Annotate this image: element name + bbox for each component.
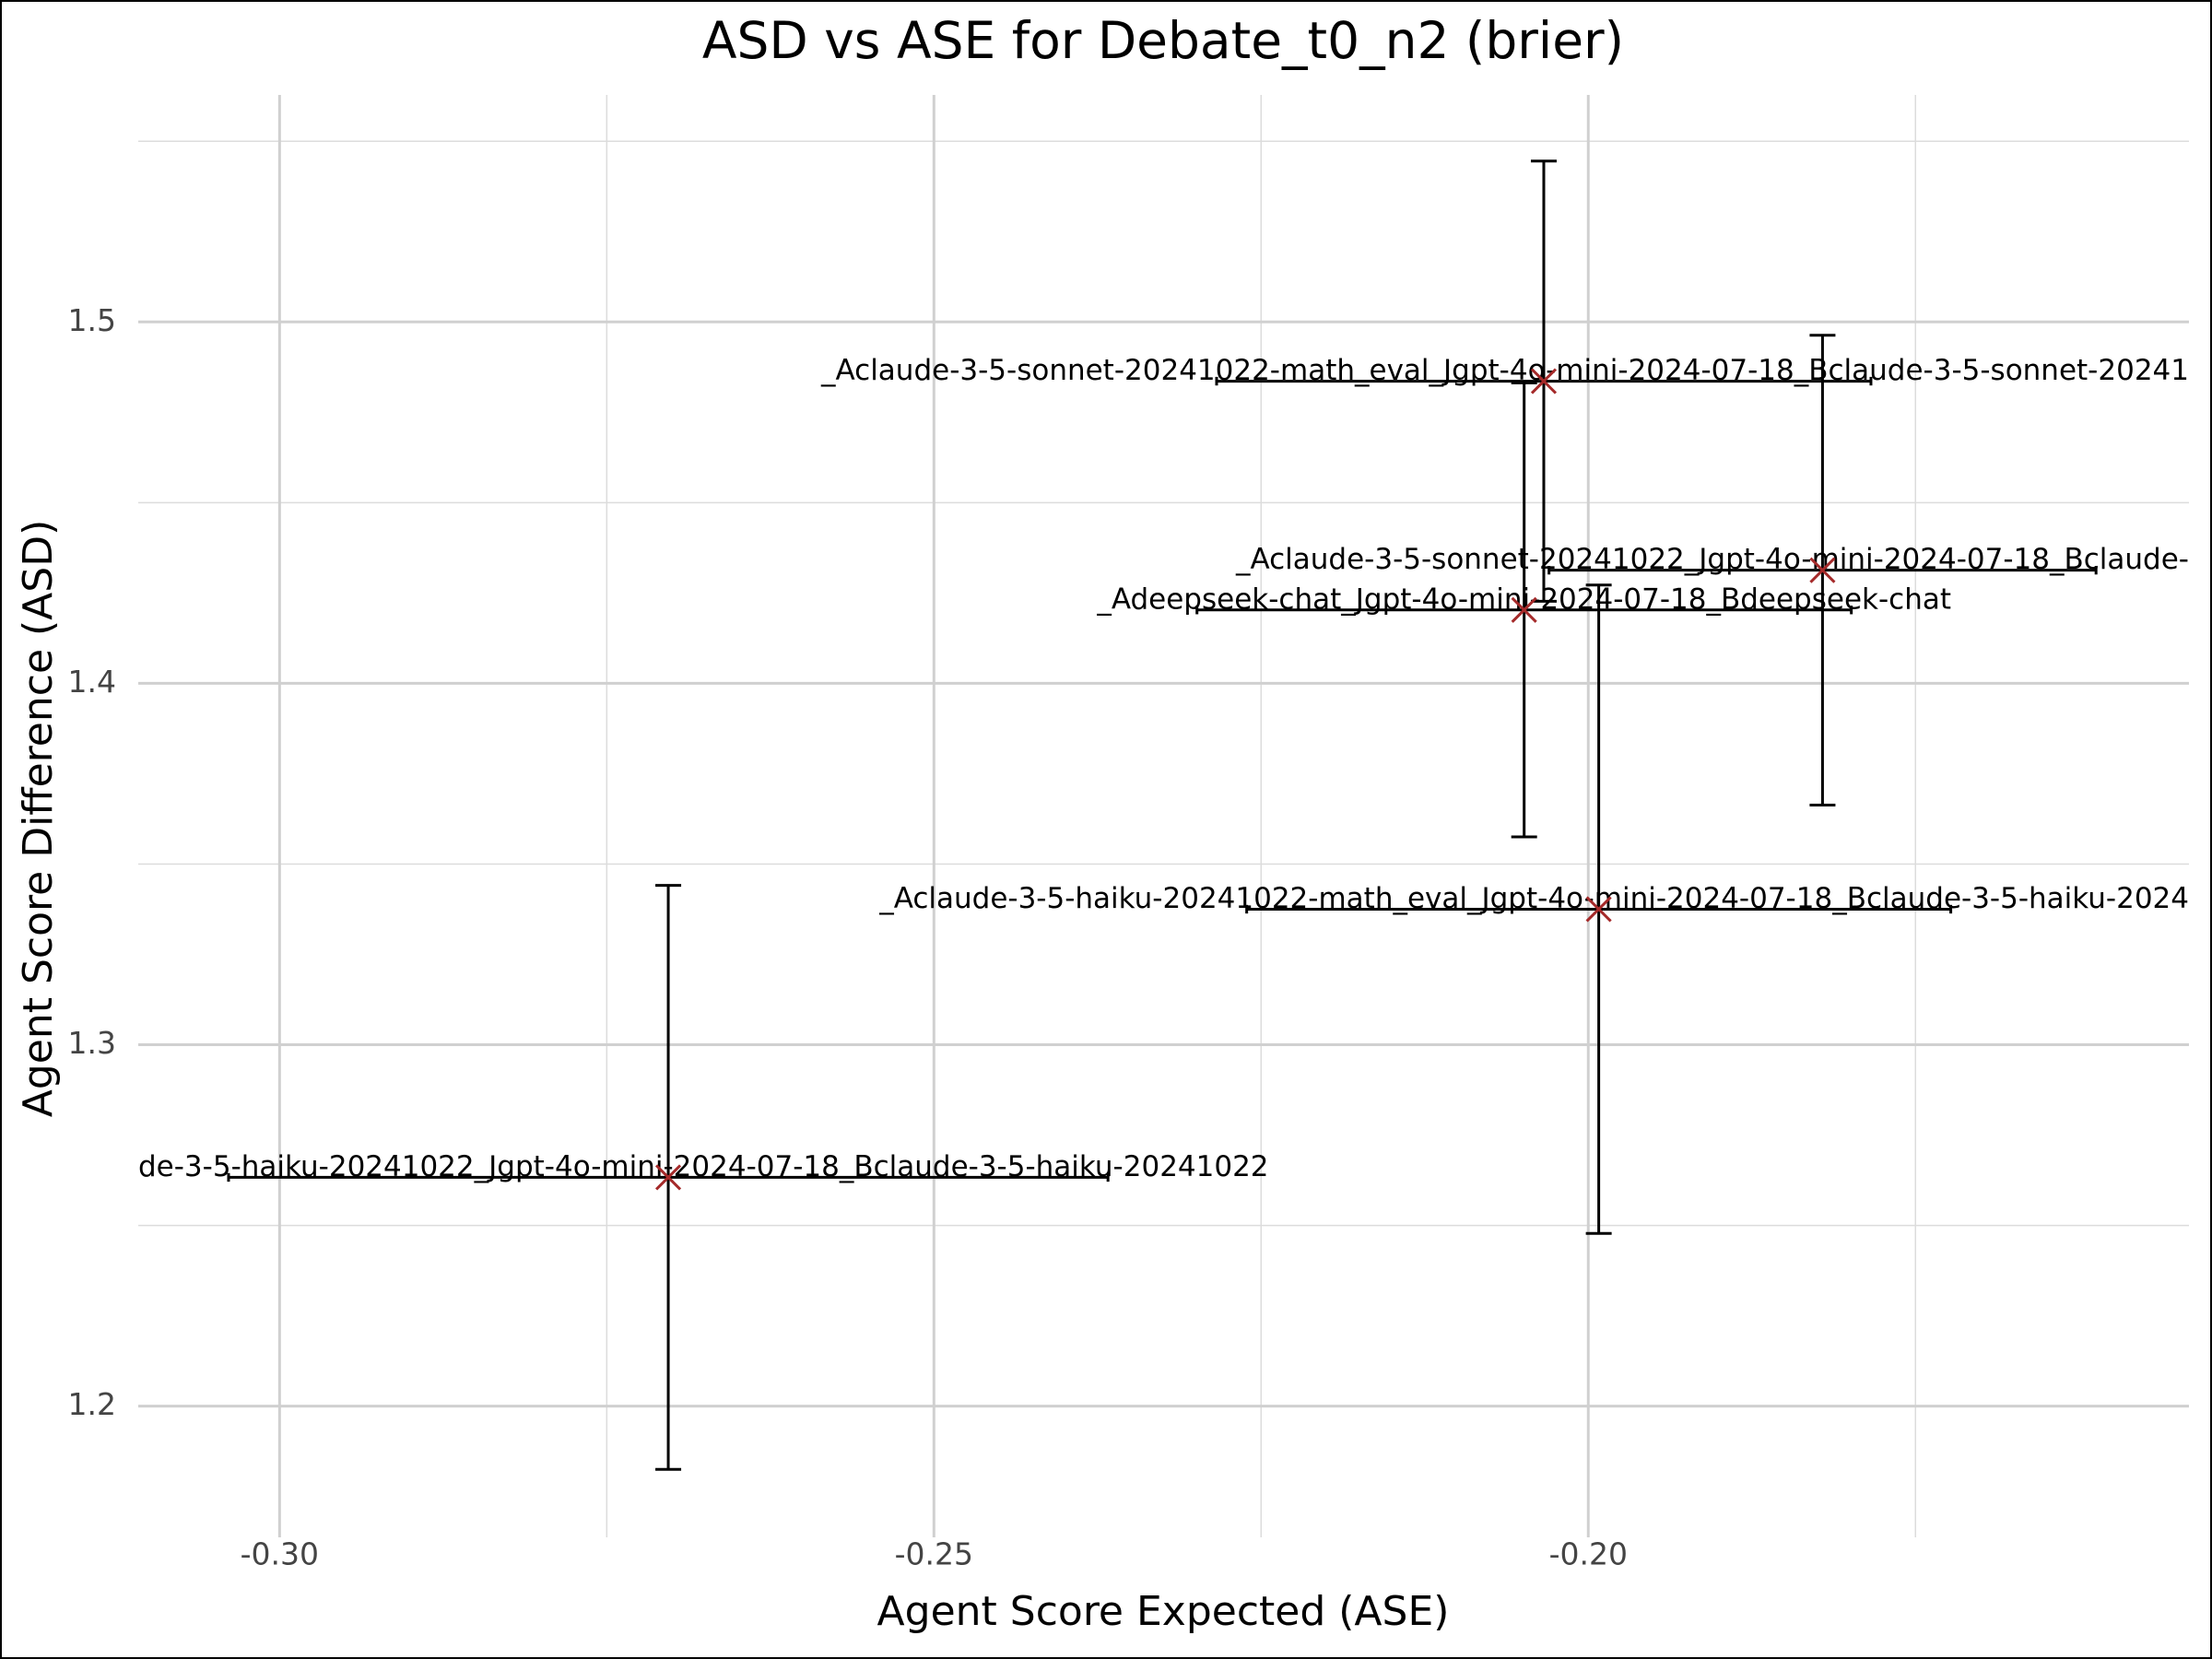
x-tick-label: -0.20	[1549, 1536, 1628, 1572]
y-axis-label: Agent Score Difference (ASD)	[15, 520, 62, 1118]
y-tick-label: 1.4	[68, 664, 116, 700]
plot-area: _Aclaude-3-5-sonnet-20241022-math_eval_J…	[138, 159, 2189, 1471]
point-marker	[1511, 596, 1537, 623]
point-label: _Aclaude-3-5-haiku-20241022-math_eval_Jg…	[878, 882, 2189, 915]
point-label: _Aclaude-3-5-sonnet-20241022-math_eval_J…	[820, 354, 2189, 387]
y-tick-label: 1.3	[68, 1025, 116, 1061]
point-label: _Aclaude-3-5-sonnet-20241022_Jgpt-4o-min…	[1235, 543, 2189, 576]
x-tick-label: -0.30	[241, 1536, 319, 1572]
chart-title: ASD vs ASE for Debate_t0_n2 (brier)	[702, 11, 1624, 70]
point-label: de-3-5-haiku-20241022_Jgpt-4o-mini-2024-…	[138, 1150, 1269, 1183]
y-tick-label: 1.5	[68, 302, 116, 338]
x-axis-label: Agent Score Expected (ASE)	[877, 1588, 1450, 1635]
grid	[138, 95, 2189, 1537]
point-marker	[1809, 557, 1836, 583]
point-marker	[1585, 896, 1612, 923]
x-tick-label: -0.25	[895, 1536, 973, 1572]
point-marker	[1530, 368, 1558, 394]
point-marker	[655, 1164, 682, 1191]
y-tick-label: 1.2	[68, 1386, 116, 1422]
